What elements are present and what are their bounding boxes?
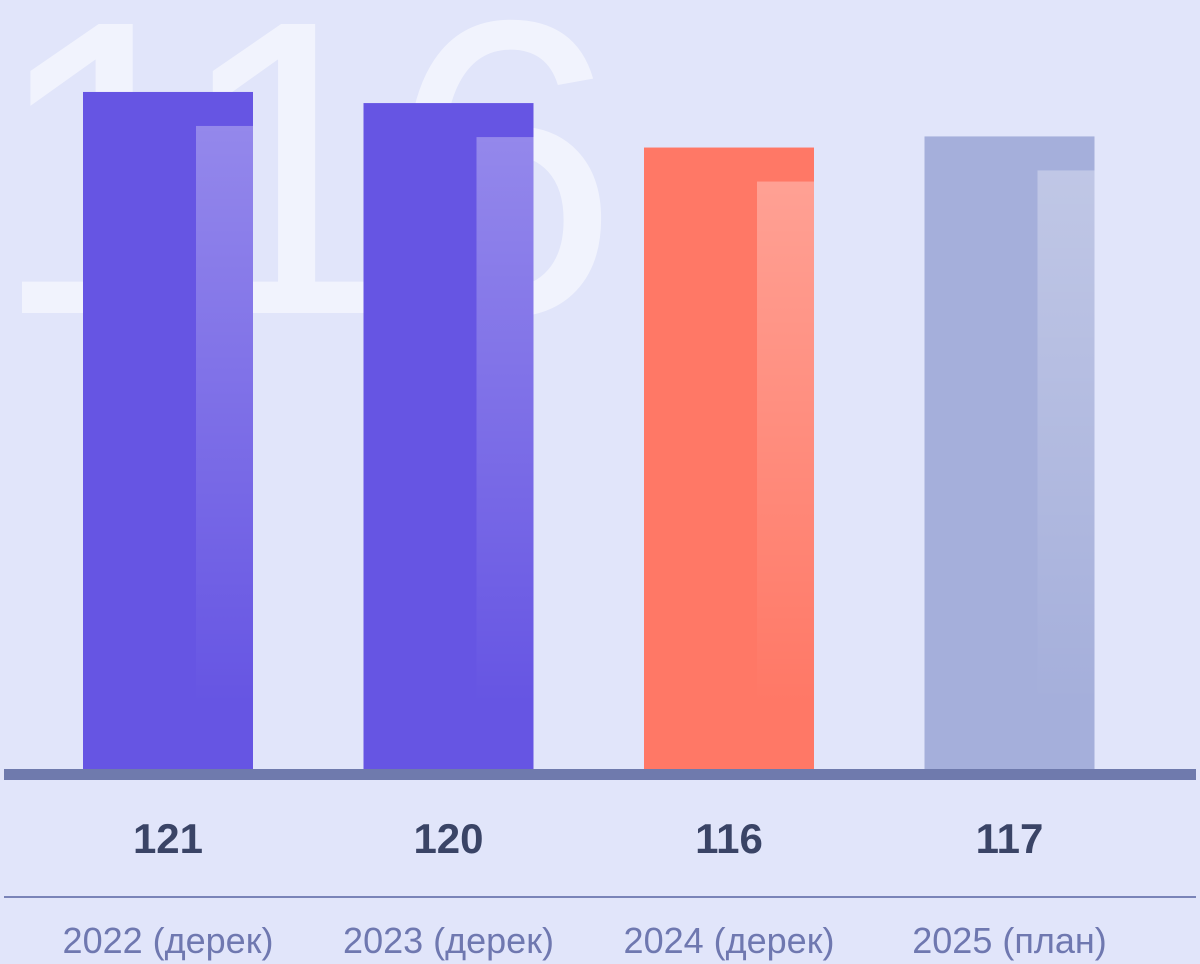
- category-label: 2023 (дерек): [343, 920, 554, 961]
- bar-shine: [196, 125, 253, 704]
- value-label: 116: [695, 815, 763, 862]
- category-label: 2025 (план): [912, 920, 1106, 961]
- value-label: 121: [133, 815, 203, 862]
- value-label: 117: [976, 815, 1044, 862]
- bar-shine: [476, 137, 534, 705]
- bar-shine: [757, 181, 814, 705]
- category-label: 2024 (дерек): [624, 920, 835, 961]
- baseline: [4, 769, 1196, 780]
- value-label: 120: [413, 815, 483, 862]
- bar-shine: [1037, 170, 1095, 704]
- category-label: 2022 (дерек): [63, 920, 274, 961]
